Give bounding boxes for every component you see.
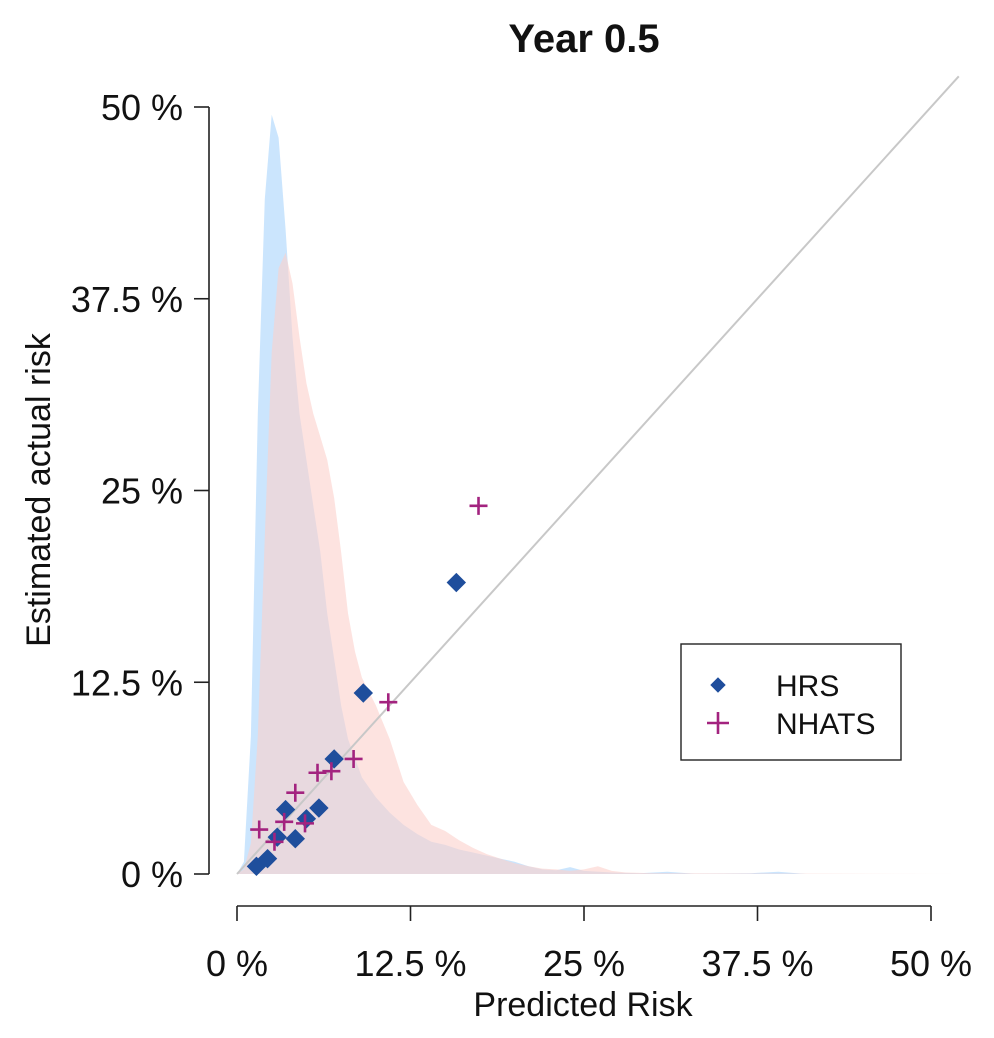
data-point-hrs xyxy=(446,572,467,593)
legend-label-nhats: NHATS xyxy=(776,708,875,741)
density-area-nhats xyxy=(237,252,959,874)
data-point-hrs xyxy=(324,749,344,769)
data-point-hrs xyxy=(353,683,374,703)
data-point-nhats xyxy=(469,496,488,515)
data-point-hrs xyxy=(285,829,306,849)
x-tick-label: 50 % xyxy=(890,943,972,984)
y-tick-label: 0 % xyxy=(121,854,183,895)
data-point-hrs xyxy=(275,799,296,820)
points-layer xyxy=(246,496,488,877)
legend: HRS NHATS xyxy=(680,643,902,761)
data-point-hrs xyxy=(309,798,329,818)
y-tick-label: 37.5 % xyxy=(71,279,183,320)
data-point-nhats xyxy=(322,762,341,781)
data-point-nhats xyxy=(275,812,294,831)
data-point-hrs xyxy=(257,848,278,869)
data-point-nhats xyxy=(344,749,363,768)
y-axis-title: Estimated actual risk xyxy=(20,332,58,647)
data-point-nhats xyxy=(250,820,269,839)
x-tick-label: 12.5 % xyxy=(354,943,466,984)
data-point-hrs xyxy=(246,856,267,877)
legend-box xyxy=(680,643,902,761)
data-point-nhats xyxy=(296,814,315,833)
y-tick-label: 12.5 % xyxy=(71,662,183,703)
chart-title: Year 0.5 xyxy=(508,17,659,61)
y-tick-label: 50 % xyxy=(101,87,183,128)
y-tick-label: 25 % xyxy=(101,471,183,512)
x-tick-label: 0 % xyxy=(206,943,268,984)
legend-marker-nhats xyxy=(707,712,729,734)
reference-line-layer xyxy=(236,75,960,875)
legend-label-hrs: HRS xyxy=(776,670,839,703)
data-point-nhats xyxy=(308,763,327,782)
legend-marker-hrs xyxy=(710,677,726,693)
data-point-nhats xyxy=(379,693,398,712)
legend-items: HRS NHATS xyxy=(707,670,875,741)
axes-layer: 0 % 12.5 % 25 % 37.5 % 50 % 0 % 12.5 % 25 % 37.5… xyxy=(71,87,972,984)
data-point-nhats xyxy=(265,832,284,851)
data-point-nhats xyxy=(286,783,305,802)
reference-line xyxy=(236,75,960,875)
x-tick-label: 37.5 % xyxy=(701,943,813,984)
x-tick-label: 25 % xyxy=(543,943,625,984)
x-axis-title: Predicted Risk xyxy=(473,986,693,1024)
